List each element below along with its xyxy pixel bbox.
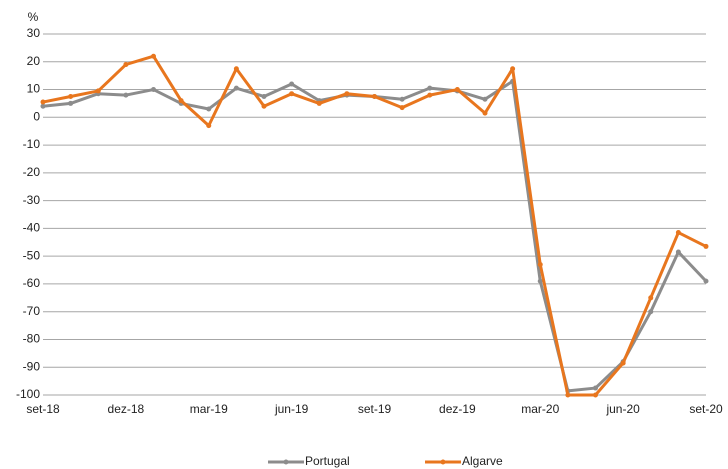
point <box>233 85 239 91</box>
point <box>123 62 129 68</box>
point <box>344 91 350 97</box>
x-tick-label: set-19 <box>358 402 392 416</box>
point <box>151 87 156 93</box>
legend-marker <box>283 459 289 465</box>
point <box>593 385 598 391</box>
point <box>565 392 571 398</box>
point <box>703 243 709 249</box>
point <box>510 66 516 72</box>
point <box>206 123 212 129</box>
y-tick-label: 30 <box>27 26 41 40</box>
x-tick-label: set-18 <box>26 402 60 416</box>
point <box>454 87 460 93</box>
point <box>261 93 267 99</box>
point <box>620 360 626 366</box>
point <box>648 295 654 301</box>
point <box>178 98 184 104</box>
series-line <box>42 79 708 393</box>
point <box>482 110 488 116</box>
y-tick-label: -70 <box>23 304 41 318</box>
point <box>206 106 212 112</box>
point <box>95 88 101 94</box>
point <box>316 100 322 106</box>
x-tick-label: dez-19 <box>439 402 476 416</box>
point <box>648 309 654 315</box>
point <box>233 66 239 72</box>
point <box>675 230 681 236</box>
y-tick-label: -80 <box>23 332 41 346</box>
x-tick-label: jun-19 <box>274 402 309 416</box>
y-tick-label: -50 <box>23 248 41 262</box>
x-tick-label: mar-20 <box>521 402 559 416</box>
point <box>482 96 488 102</box>
y-tick-label: -40 <box>23 221 41 235</box>
legend-marker <box>440 459 446 465</box>
y-tick-label: -60 <box>23 276 41 290</box>
y-tick-label: 20 <box>27 54 41 68</box>
series-line <box>42 54 707 397</box>
y-tick-label: -10 <box>23 137 41 151</box>
x-tick-label: set-20 <box>689 402 723 416</box>
x-tick-label: dez-18 <box>108 402 145 416</box>
y-tick-label: -90 <box>23 359 41 373</box>
point <box>372 93 377 99</box>
point <box>427 92 433 98</box>
y-tick-label: -30 <box>23 193 41 207</box>
point <box>537 278 543 284</box>
point <box>40 103 46 109</box>
point <box>537 261 543 267</box>
point <box>68 93 74 99</box>
x-tick-label: jun-20 <box>605 402 640 416</box>
point <box>289 91 295 97</box>
point <box>427 85 433 91</box>
point <box>151 53 156 59</box>
point <box>289 81 295 87</box>
point <box>123 92 129 98</box>
y-tick-label: -100 <box>16 387 40 401</box>
point <box>68 100 74 106</box>
point <box>399 105 405 111</box>
point <box>399 96 405 102</box>
point <box>703 278 709 284</box>
point <box>261 103 267 109</box>
y-tick-label: 0 <box>33 109 40 123</box>
point <box>675 249 681 255</box>
point <box>593 392 598 398</box>
legend-label: Algarve <box>462 454 503 468</box>
x-tick-label: mar-19 <box>190 402 228 416</box>
y-tick-label: -20 <box>23 165 41 179</box>
legend-label: Portugal <box>305 454 350 468</box>
point <box>40 99 46 105</box>
y-axis-label: % <box>28 10 39 24</box>
y-tick-label: 10 <box>27 82 41 96</box>
